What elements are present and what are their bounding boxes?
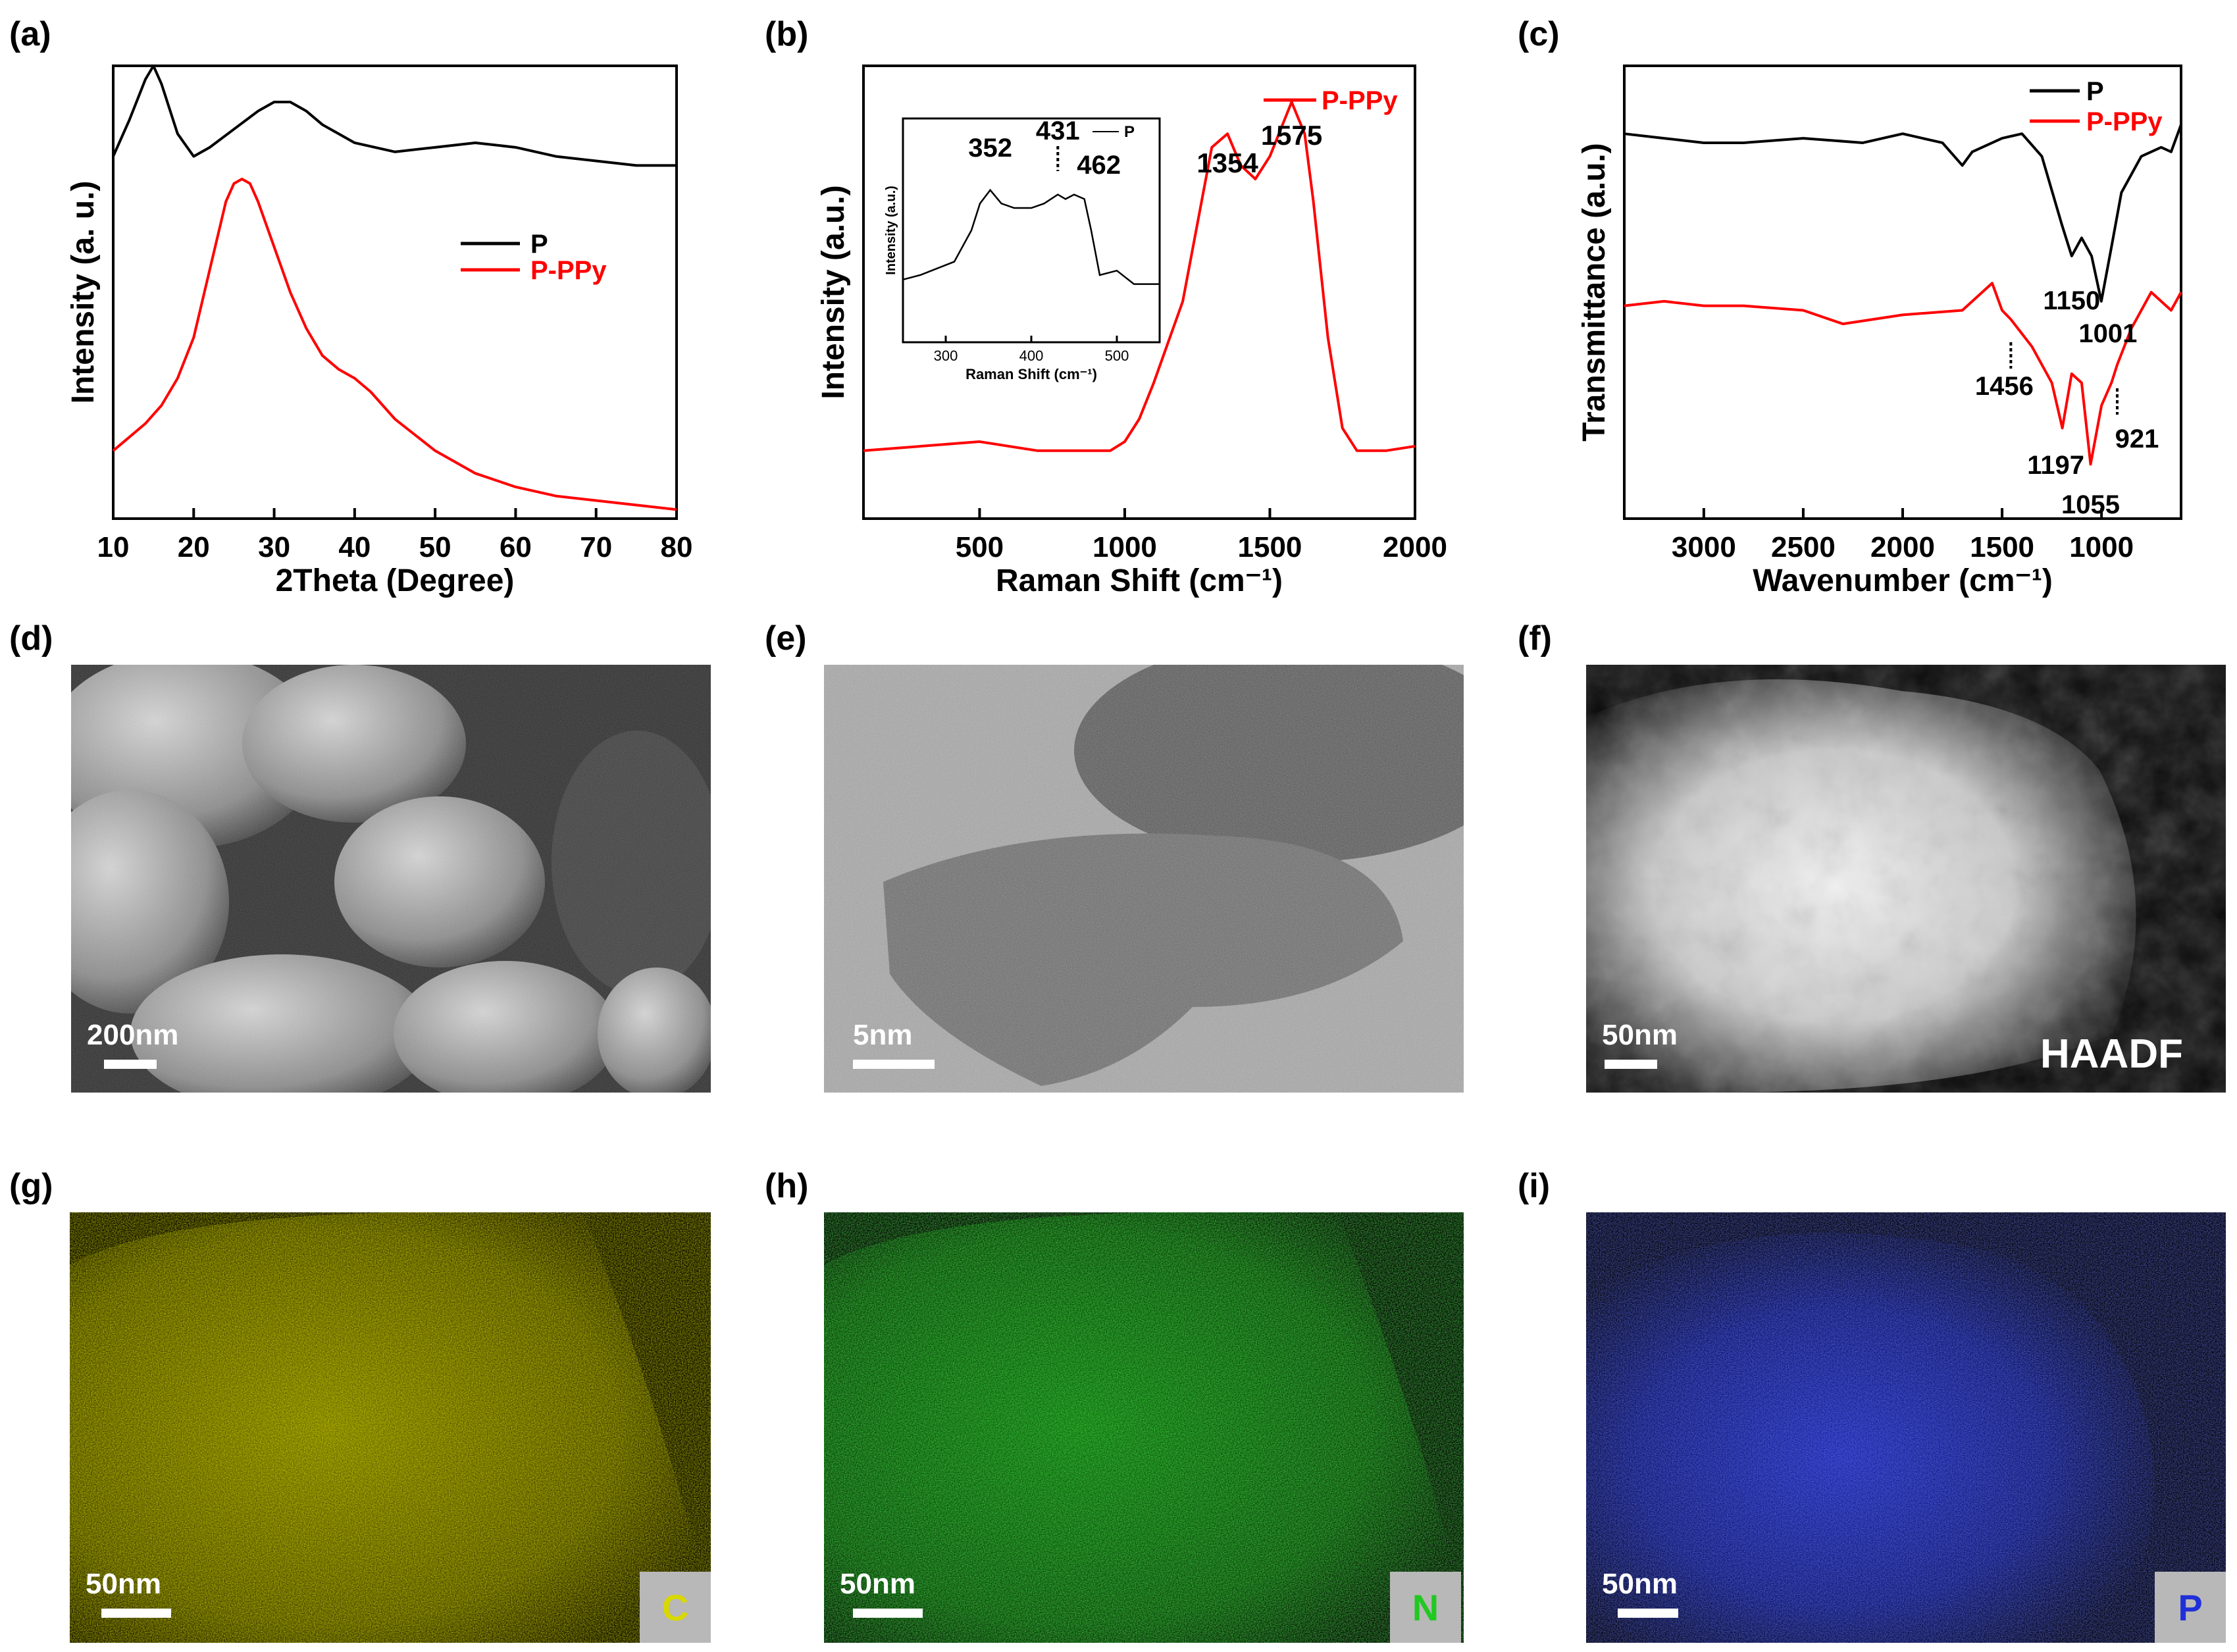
series-line-p	[1624, 124, 2182, 303]
x-tick-label: 40	[338, 531, 371, 563]
panel-label-g: (g)	[9, 1167, 53, 1205]
panel-label-b: (b)	[765, 15, 809, 53]
element-symbol: N	[1412, 1586, 1439, 1628]
panel-label-i: (i)	[1518, 1167, 1551, 1205]
panel-label-e: (e)	[765, 619, 807, 658]
x-tick-label: 60	[500, 531, 532, 563]
scale-bar-label: 50nm	[86, 1568, 161, 1600]
scale-bar-label: 50nm	[1602, 1019, 1678, 1051]
peak-label: 1001	[2078, 319, 2137, 348]
series-line-p	[112, 65, 677, 167]
panel-label-c: (c)	[1518, 15, 1560, 53]
scale-bar	[1605, 1060, 1657, 1069]
panel-label-f: (f)	[1518, 619, 1552, 658]
x-tick-label: 20	[178, 531, 210, 563]
chart-xrd: 10 20 30 40 50 60 70 80 2Theta (Degree) Intensity…	[66, 65, 693, 598]
x-tick-label: 500	[956, 531, 1004, 563]
peak-label: 1456	[1975, 372, 2034, 401]
legend-label: P-PPy	[2086, 107, 2163, 136]
series-line-p-ppy	[1624, 282, 2182, 466]
peak-label: 1197	[2027, 451, 2084, 480]
chart-ftir: 3000 2500 2000 1500 1000 Wavenumber (cm⁻¹) Tra…	[1577, 65, 2182, 598]
x-axis-label: 2Theta (Degree)	[276, 563, 515, 598]
element-label-p: P	[2155, 1572, 2226, 1643]
x-tick-label: 1000	[1093, 531, 1157, 563]
haadf-label: HAADF	[2040, 1031, 2183, 1077]
panel-label-a: (a)	[9, 15, 51, 53]
scale-bar	[1618, 1609, 1678, 1618]
eds-map-carbon: 50nm C	[70, 1212, 711, 1643]
x-tick-label: 2500	[1771, 531, 1836, 563]
inset-x-tick-label: 500	[1105, 348, 1129, 364]
x-tick-label: 50	[419, 531, 451, 563]
scale-bar	[853, 1609, 923, 1618]
panel-label-d: (d)	[9, 619, 53, 658]
inset-peak-label: 352	[968, 134, 1012, 163]
y-axis-label: Intensity (a.u.)	[816, 185, 851, 399]
x-axis-label: Wavenumber (cm⁻¹)	[1753, 563, 2053, 598]
element-symbol: C	[661, 1586, 689, 1628]
inset-frame	[902, 117, 1161, 344]
inset-legend-label: P	[1124, 123, 1135, 141]
scale-bar-label: 5nm	[853, 1019, 913, 1051]
y-axis-label: Transmittance (a.u.)	[1577, 143, 1612, 441]
sem-image: 200nm	[71, 665, 711, 1093]
scale-bar-label: 50nm	[840, 1568, 915, 1600]
x-tick-label: 10	[97, 531, 130, 563]
peak-label: 1354	[1196, 147, 1258, 178]
series-line-p-ppy	[863, 101, 1416, 452]
x-tick-label: 2000	[1383, 531, 1447, 563]
tem-image: 5nm	[824, 665, 1464, 1093]
plot-frame	[862, 65, 1416, 520]
legend-label: P	[2086, 77, 2104, 106]
x-tick-label: 1500	[1970, 531, 2034, 563]
scale-bar-label: 50nm	[1602, 1568, 1678, 1600]
element-symbol: P	[2178, 1586, 2203, 1628]
x-tick-label: 3000	[1672, 531, 1736, 563]
inset-x-tick-label: 400	[1019, 348, 1044, 364]
plot-frame	[112, 65, 678, 520]
peak-label: 1150	[2043, 286, 2100, 315]
inset-peak-label: 431	[1036, 116, 1080, 145]
scale-bar	[101, 1609, 171, 1618]
eds-map-nitrogen: 50nm N	[824, 1212, 1464, 1643]
peak-label: 1055	[2061, 490, 2120, 519]
x-tick-label: 30	[258, 531, 290, 563]
legend-label: P-PPy	[530, 256, 607, 285]
peak-label: 1575	[1261, 120, 1322, 151]
inset-x-tick-label: 300	[934, 348, 958, 364]
inset-y-axis-label: Intensity (a.u.)	[884, 186, 898, 275]
haadf-image: 50nm HAADF	[1586, 665, 2226, 1093]
legend-label: P-PPy	[1322, 86, 1398, 115]
chart-raman: 500 1000 1500 2000 Raman Shift (cm⁻¹) Intensi…	[816, 65, 1447, 598]
peak-label: 921	[2115, 425, 2159, 453]
panel-label-h: (h)	[765, 1167, 809, 1205]
element-label-c: C	[640, 1572, 711, 1643]
eds-map-phosphorus: 50nm P	[1586, 1212, 2226, 1643]
x-tick-label: 70	[580, 531, 612, 563]
legend-label: P	[530, 230, 548, 259]
x-tick-label: 2000	[1870, 531, 1935, 563]
scale-bar	[104, 1060, 157, 1069]
inset-series-line	[902, 188, 1160, 285]
inset-x-axis-label: Raman Shift (cm⁻¹)	[965, 366, 1097, 382]
x-tick-label: 80	[661, 531, 693, 563]
inset-peak-label: 462	[1077, 151, 1121, 180]
element-label-n: N	[1390, 1572, 1461, 1643]
scale-bar	[853, 1060, 935, 1069]
y-axis-label: Intensity (a. u.)	[66, 181, 101, 404]
x-axis-label: Raman Shift (cm⁻¹)	[996, 563, 1283, 598]
x-tick-label: 1500	[1238, 531, 1302, 563]
series-line-p-ppy	[112, 178, 677, 511]
scale-bar-label: 200nm	[87, 1019, 179, 1051]
x-tick-label: 1000	[2069, 531, 2134, 563]
